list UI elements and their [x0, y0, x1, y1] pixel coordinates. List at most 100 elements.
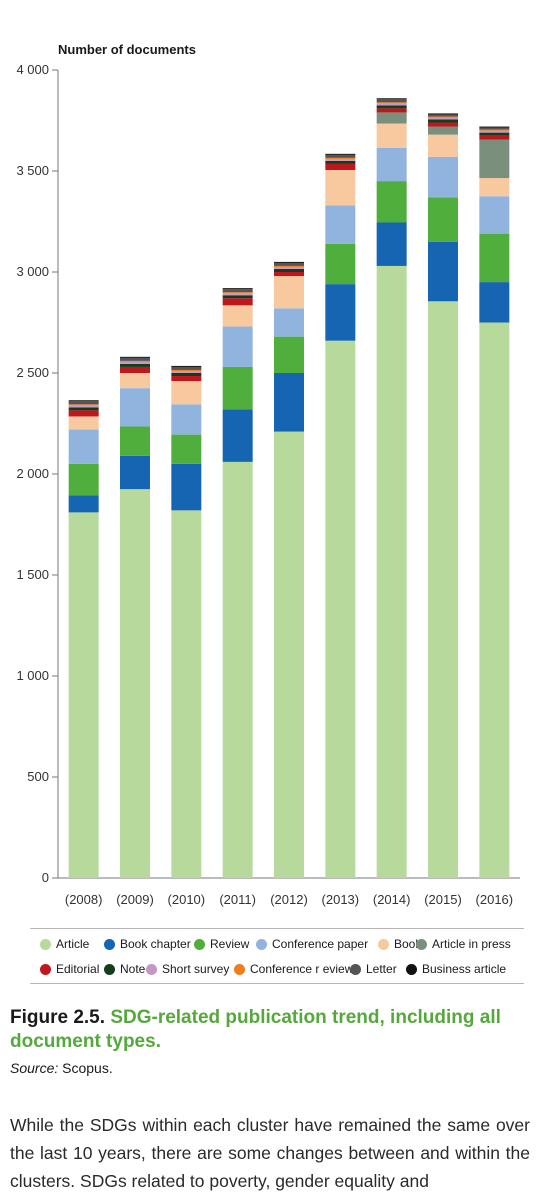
x-tick-label: (2013)	[322, 892, 360, 907]
x-tick-label: (2011)	[219, 892, 256, 907]
bar-segment	[222, 326, 253, 367]
bar-segment	[120, 356, 150, 358]
bar-segment	[120, 357, 150, 361]
legend-label: Conference paper	[272, 937, 369, 951]
bar-segment	[479, 196, 510, 234]
bar-segment	[274, 336, 304, 373]
legend-item: Letter	[350, 960, 397, 978]
bar-stack	[376, 98, 407, 878]
bar-segment	[222, 289, 253, 293]
bar-segment	[376, 105, 407, 109]
legend: Article Book chapter Review Conference pape…	[30, 928, 524, 984]
bar-segment	[68, 463, 99, 496]
bar-stack	[68, 400, 99, 878]
y-tick-label: 3 500	[16, 163, 49, 178]
legend-swatch	[194, 938, 205, 950]
bar-segment	[120, 360, 150, 362]
legend-item: Note	[104, 960, 145, 978]
bar-segment	[274, 268, 304, 272]
bar-segment	[222, 461, 253, 878]
bar-stack	[325, 153, 356, 878]
body-paragraph: While the SDGs within each cluster have …	[10, 1115, 530, 1191]
y-axis-label: Number of documents	[58, 42, 196, 57]
bar-segment	[428, 117, 458, 120]
bar-stack	[479, 126, 510, 878]
x-tick-label: (2016)	[476, 892, 514, 907]
bar-stack	[120, 356, 150, 878]
bar-segment	[325, 205, 356, 244]
legend-swatch	[234, 963, 245, 975]
y-tick-label: 3 000	[16, 264, 49, 279]
bar-segment	[325, 243, 356, 285]
bar-segment	[120, 373, 150, 389]
legend-label: Note	[120, 962, 146, 976]
bar-segment	[325, 163, 356, 170]
bar-segment	[325, 169, 356, 206]
legend-item: Review	[194, 935, 249, 953]
bar-segment	[171, 434, 202, 464]
bar-stack	[428, 113, 458, 878]
legend-item: Conference paper	[256, 935, 368, 953]
legend-label: Article	[56, 937, 90, 951]
bar-segment	[120, 426, 150, 456]
legend-label: Business article	[422, 962, 507, 976]
bar-segment	[68, 400, 99, 402]
bar-segment	[479, 178, 510, 197]
bar-segment	[222, 298, 253, 306]
legend-item: Article in press	[416, 935, 511, 953]
bar-segment	[222, 293, 253, 296]
figure-title: SDG-related publication trend, including…	[10, 1007, 501, 1052]
bar-segment	[428, 119, 458, 123]
bar-segment	[171, 365, 202, 367]
bar-segment	[68, 404, 99, 406]
bar-stack	[222, 288, 253, 878]
bar-segment	[479, 322, 510, 878]
legend-swatch	[350, 963, 361, 975]
bar-segment	[171, 381, 202, 405]
bar-segment	[120, 455, 150, 490]
y-tick-label: 500	[27, 769, 49, 784]
bar-segment	[120, 388, 150, 427]
bar-segment	[428, 116, 458, 118]
bar-segment	[325, 157, 356, 159]
legend-item: Book	[378, 935, 421, 953]
x-tick-label: (2012)	[270, 892, 308, 907]
bar-segment	[68, 495, 99, 513]
bar-segment	[376, 181, 407, 223]
bar-segment	[68, 405, 99, 408]
y-tick-label: 1 000	[16, 668, 49, 683]
bar-segment	[325, 154, 356, 158]
bar-segment	[120, 363, 150, 367]
bar-segment	[479, 126, 510, 128]
bar-segment	[428, 114, 458, 117]
bar-segment	[428, 156, 458, 198]
bar-segment	[325, 160, 356, 164]
legend-label: Short survey	[162, 962, 230, 976]
legend-swatch	[378, 938, 389, 950]
bar-segment	[171, 373, 202, 377]
bar-segment	[428, 241, 458, 302]
bar-segment	[274, 265, 304, 267]
figure-label: Figure 2.5.	[10, 1007, 106, 1028]
bar-segment	[68, 512, 99, 878]
bar-segment	[171, 404, 202, 435]
source-label: Source:	[10, 1060, 59, 1076]
bar-segment	[68, 401, 99, 405]
legend-item: Business article	[406, 960, 506, 978]
bar-segment	[376, 103, 407, 106]
legend-item: Book chapter	[104, 935, 191, 953]
x-tick-label: (2008)	[65, 892, 103, 907]
legend-label: Book chapter	[120, 937, 191, 951]
bar-segment	[274, 272, 304, 277]
y-tick-label: 2 000	[16, 466, 49, 481]
bar-segment	[222, 288, 253, 290]
bar-segment	[376, 265, 407, 878]
source-value: Scopus.	[62, 1060, 113, 1076]
legend-swatch	[104, 963, 115, 975]
bar-stack	[171, 365, 202, 878]
bar-segment	[68, 416, 99, 430]
bar-segment	[479, 139, 510, 179]
bar-segment	[171, 369, 202, 371]
legend-label: Review	[210, 937, 250, 951]
x-tick-label: (2015)	[424, 892, 462, 907]
